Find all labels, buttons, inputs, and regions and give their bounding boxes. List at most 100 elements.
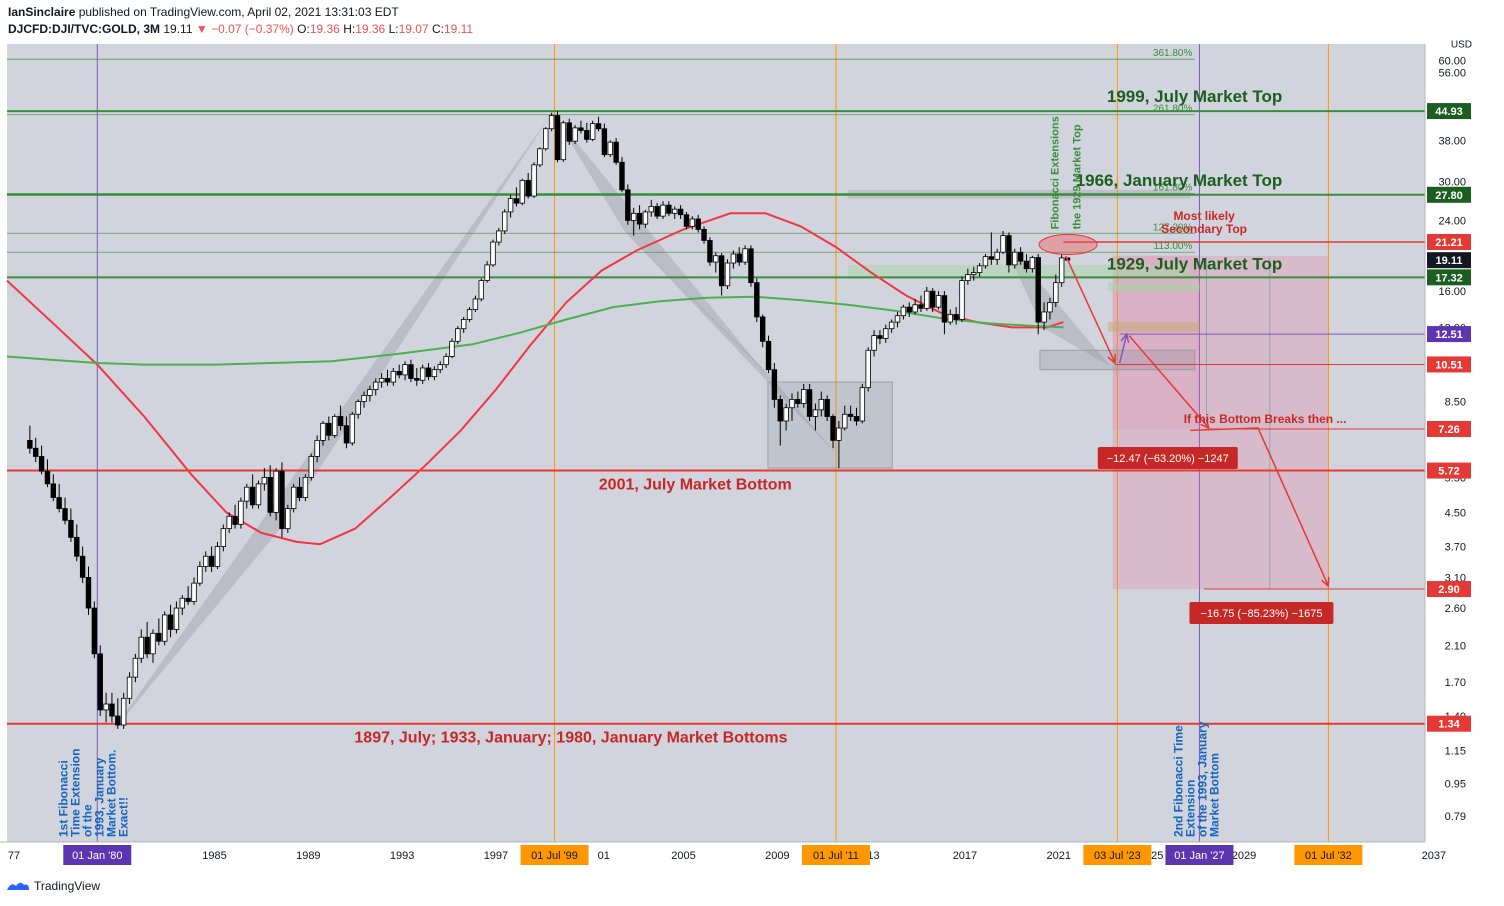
author-name[interactable]: IanSinclaire	[8, 5, 76, 19]
candle-body-6	[62, 508, 68, 521]
candle-87	[537, 147, 543, 168]
candle-88	[543, 127, 549, 151]
chart-plot-area[interactable]	[7, 44, 1425, 842]
price-tag-bg-7	[1427, 420, 1471, 437]
candle-155	[935, 291, 942, 310]
candle-body-96	[589, 123, 596, 140]
candle-124	[754, 278, 760, 323]
candle-175	[1053, 274, 1059, 308]
candle-45	[290, 483, 297, 513]
wedge-shape-2	[552, 112, 766, 374]
candle-body-173	[1041, 311, 1047, 323]
candle-body-39	[255, 483, 262, 506]
candle-13	[103, 692, 109, 723]
candle-body-48	[308, 456, 314, 478]
candle-46	[296, 477, 303, 502]
candle-20	[144, 622, 150, 659]
candle-100	[613, 138, 619, 165]
x-tick-1: 1985	[202, 850, 226, 862]
candle-101	[619, 157, 625, 193]
candle-body-101	[619, 161, 625, 191]
candle-body-16	[120, 697, 127, 726]
price-tag-9: 2.90	[1438, 584, 1459, 596]
price-tag-bg-10	[1427, 715, 1471, 732]
candle-37	[244, 483, 250, 509]
time-marker-bg-1	[520, 845, 589, 865]
down-arrow-icon: ▼	[195, 22, 208, 36]
close-label: C:	[431, 22, 444, 36]
price-tag-1: 27.80	[1435, 190, 1463, 202]
candle-body-42	[273, 470, 279, 513]
candle-110	[672, 206, 678, 219]
x-tick-13: 2037	[1422, 850, 1446, 862]
tradingview-footer[interactable]: TradingView	[6, 879, 100, 893]
candle-51	[326, 416, 332, 441]
candle-body-67	[419, 367, 426, 381]
second-time-line-3: Market Bottom	[1207, 753, 1221, 837]
candle-body-159	[959, 280, 965, 320]
candle-body-66	[414, 378, 420, 381]
candle-body-25	[173, 607, 180, 630]
candle-107	[654, 203, 660, 219]
candle-14	[109, 692, 115, 723]
candle-149	[900, 304, 907, 320]
candle-body-153	[924, 290, 930, 309]
candle-body-30	[203, 555, 209, 567]
candle-body-94	[578, 127, 584, 131]
candle-103	[631, 207, 637, 236]
time-marker-label-2: 01 Jul '11	[813, 850, 859, 862]
label-fib-extensions-2: the 1929 Market Top	[1072, 124, 1084, 229]
candle-108	[660, 201, 666, 219]
candle-body-168	[1012, 251, 1018, 266]
candle-body-125	[759, 316, 766, 342]
candle-body-72	[449, 340, 455, 357]
fib-label-1: 261.80%	[1153, 104, 1193, 115]
candle-11	[91, 601, 98, 659]
candle-body-80	[496, 230, 502, 243]
candle-163	[982, 253, 989, 269]
candle-150	[906, 302, 912, 317]
candle-body-9	[79, 555, 86, 578]
candle-62	[390, 367, 397, 386]
tradingview-brand: TradingView	[34, 879, 101, 893]
candle-body-119	[724, 262, 731, 287]
candle-72	[449, 338, 455, 359]
candle-body-11	[91, 607, 98, 655]
candle-body-14	[109, 703, 115, 717]
candle-body-45	[290, 486, 297, 509]
green-moving-average	[6, 295, 1064, 366]
candle-body-17	[126, 676, 133, 699]
candle-body-54	[343, 425, 350, 444]
candle-167	[1006, 232, 1012, 273]
candle-body-90	[554, 115, 561, 161]
candle-48	[308, 453, 314, 481]
candle-19	[138, 629, 144, 663]
candle-body-35	[232, 515, 238, 525]
candle-21	[150, 629, 156, 663]
wedge-shape-3	[624, 231, 839, 457]
measure-label-2-bg	[1189, 602, 1334, 624]
candle-body-121	[736, 253, 742, 263]
time-marker-bg-3	[1083, 845, 1152, 865]
candle-142	[859, 383, 866, 424]
price-tag-bg-0	[1427, 103, 1471, 120]
x-tick-8: 13	[867, 850, 879, 862]
symbol-name[interactable]: DJCFD:DJI/TVC:GOLD, 3M	[8, 22, 161, 36]
first-time-line-5: Exact!!	[116, 797, 130, 837]
candle-165	[994, 248, 1000, 265]
candle-135	[818, 391, 825, 417]
label-1966-top: 1966, January Market Top	[1076, 171, 1283, 190]
candle-36	[238, 497, 244, 529]
candle-137	[830, 414, 836, 449]
candle-0	[27, 425, 33, 454]
candle-body-21	[150, 632, 156, 655]
candle-82	[507, 194, 514, 218]
candle-16	[120, 692, 127, 729]
candle-33	[220, 524, 227, 552]
price-tag-0: 44.93	[1435, 106, 1463, 118]
second-time-line-1: Extension	[1183, 780, 1197, 837]
candle-body-3	[44, 470, 51, 485]
candle-body-112	[683, 214, 690, 227]
